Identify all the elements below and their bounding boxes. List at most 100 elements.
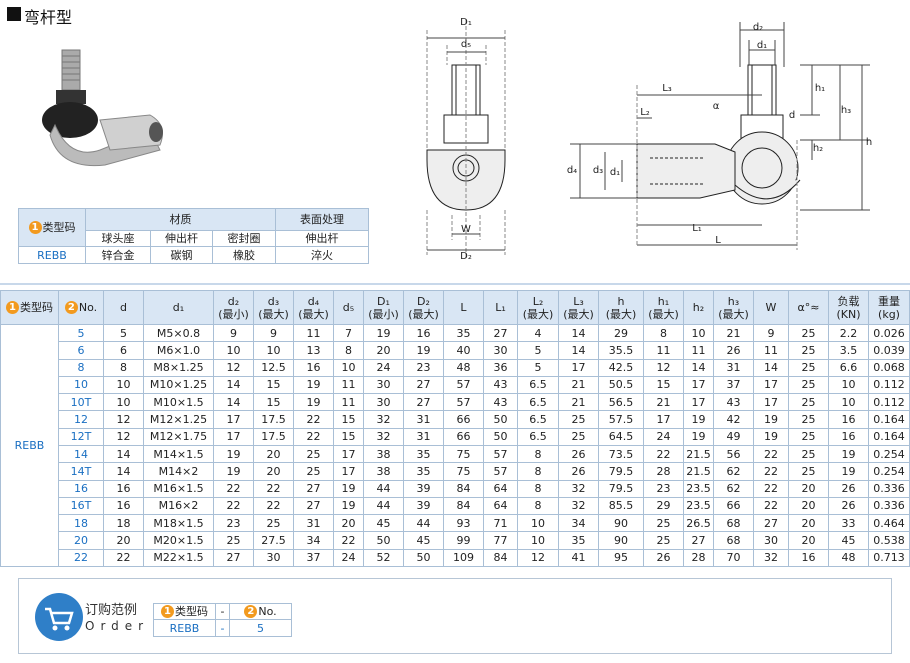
table-cell: 26: [643, 548, 684, 567]
cell-text: 44: [376, 499, 391, 513]
cell-text: 64.5: [608, 430, 634, 444]
cell-text: 8: [534, 447, 542, 461]
cell-text: 7: [345, 326, 352, 340]
table-cell: 20: [58, 531, 104, 550]
header-line: L₃: [573, 295, 584, 308]
cell-text: 21: [656, 395, 671, 409]
table-header: 伸出杆: [150, 230, 213, 247]
table-cell: 79.5: [598, 462, 644, 481]
cell-text: 23: [416, 361, 431, 375]
cell-text: 15: [266, 395, 281, 409]
cell-text: 50: [493, 430, 508, 444]
cell-text: 11: [306, 326, 321, 340]
cell-text: 49: [726, 430, 741, 444]
table-cell: 5: [58, 324, 104, 343]
table-cell: 25: [788, 358, 829, 377]
cell-text: 21: [571, 378, 586, 392]
table-cell: 19: [333, 496, 364, 516]
table-cell: 19: [363, 324, 404, 343]
table-cell: 16: [58, 479, 104, 498]
table-cell: 44: [363, 496, 404, 516]
header-label: d₃: [267, 294, 280, 308]
table-cell: 21.5: [683, 444, 714, 464]
cell-text: 41: [571, 551, 586, 565]
cell-text: 10: [74, 378, 88, 392]
table-cell: 10: [828, 375, 869, 395]
dimension-label: d₃: [593, 165, 603, 176]
cell-text: 0.713: [873, 551, 905, 565]
table-cell: 11: [683, 341, 714, 360]
header-note: (kg): [878, 307, 900, 321]
cell-text: 42.5: [608, 361, 634, 375]
cell-text: 22: [764, 482, 778, 496]
cell-text: M16×2: [158, 499, 199, 513]
cell-text: 16: [74, 482, 88, 496]
cell-text: 10: [341, 361, 356, 375]
cell-text: 39: [416, 482, 431, 496]
table-header: D₁ (最小): [363, 290, 404, 325]
table-cell: 16: [103, 479, 144, 498]
cell-text: 25: [306, 447, 321, 461]
table-cell: 17: [683, 375, 714, 395]
table-cell: 19: [683, 427, 714, 446]
cell-text: 19: [691, 413, 706, 427]
cell-text: 15: [341, 430, 356, 444]
table-cell: 14: [213, 393, 254, 412]
table-cell: 橡胶: [212, 246, 276, 264]
cell-text: 24: [376, 361, 391, 375]
cell-text: 77: [493, 533, 508, 547]
table-cell: 0.336: [868, 496, 910, 516]
table-cell: 23.5: [683, 496, 714, 516]
cell-text: 22: [74, 551, 88, 565]
cell-text: 25: [801, 326, 816, 340]
table-header: 1 类型码: [18, 208, 86, 247]
badge: 1: [28, 221, 42, 234]
table-cell: 45: [403, 531, 444, 550]
badge: 2: [244, 605, 258, 618]
table-header: 表面处理: [275, 208, 369, 231]
table-header: d₅: [333, 290, 364, 325]
table-cell: 23: [213, 514, 254, 533]
cell-text: 93: [456, 516, 471, 530]
cell-text: 26: [726, 343, 741, 357]
cell-text: 22: [226, 499, 241, 513]
header-line: 2 No.: [244, 605, 277, 618]
header-label: D₂: [417, 294, 430, 308]
table-header: L₃ (最大): [558, 290, 599, 325]
cell-text: 8: [660, 326, 667, 340]
header-line: 重量: [878, 295, 900, 308]
table-cell: 19: [828, 444, 869, 464]
cart-icon: [35, 593, 83, 641]
cell-text: 24: [656, 430, 671, 444]
table-cell: 12: [103, 427, 144, 446]
table-cell: 14: [103, 462, 144, 481]
table-cell: M6×1.0: [143, 341, 214, 360]
table-cell: 10: [828, 393, 869, 412]
side-view: [570, 22, 870, 250]
table-cell: 27: [683, 531, 714, 550]
cell-text: 8: [534, 482, 542, 496]
table-cell: 84: [483, 548, 518, 567]
table-cell: 26: [713, 341, 754, 360]
header-label: L₃: [573, 294, 584, 308]
cell-text: 25: [801, 343, 816, 357]
table-cell: 0.164: [868, 410, 910, 429]
table-header: h (最大): [598, 290, 644, 325]
table-header: 材质: [85, 208, 276, 231]
header-line: 2 No.: [64, 301, 97, 314]
cell-text: 29: [656, 499, 671, 513]
table-cell: 17: [558, 358, 599, 377]
cell-text: 19: [306, 378, 321, 392]
table-cell: M12×1.75: [143, 427, 214, 446]
cell-text: 17: [226, 413, 241, 427]
cell-text: 8: [534, 464, 542, 478]
cell-text: 17: [764, 378, 778, 392]
cell-text: 25: [801, 413, 816, 427]
table-cell: 10: [683, 324, 714, 343]
table-cell: 30: [253, 548, 294, 567]
table-cell: 0.026: [868, 324, 910, 343]
table-cell: 22: [753, 462, 789, 481]
cell-text: 31: [726, 361, 741, 375]
cell-text: 12: [116, 413, 131, 427]
cell-text: 14: [226, 378, 241, 392]
